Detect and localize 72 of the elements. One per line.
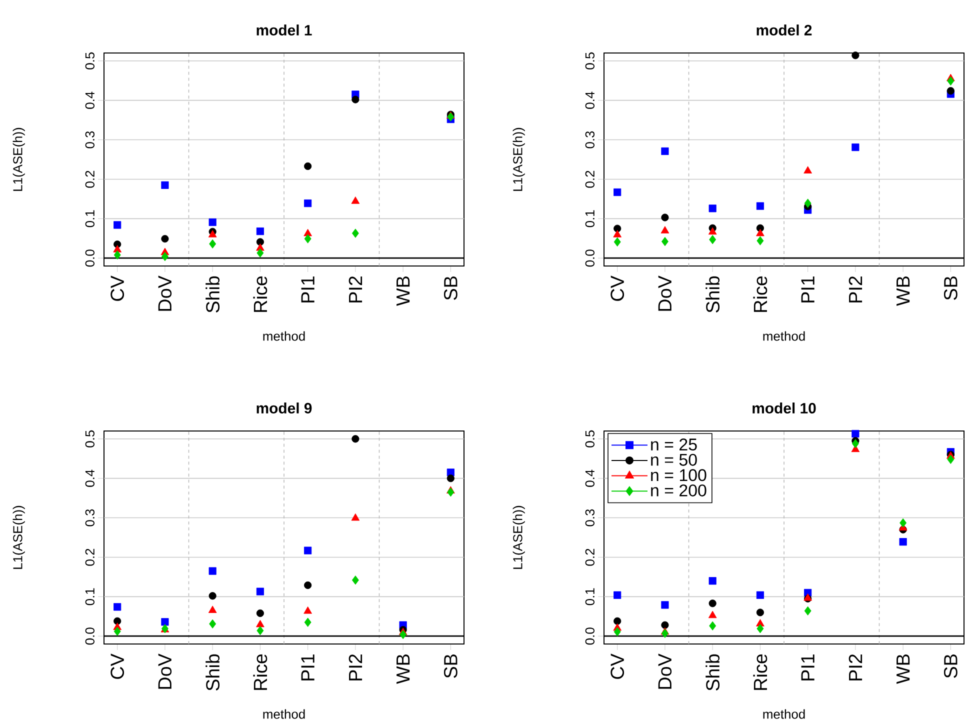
x-tick-label: Shib	[206, 654, 220, 691]
x-tick-label: PI1	[801, 654, 814, 680]
y-tick-label: 0.1	[585, 588, 594, 606]
y-tick-label: 0.5	[585, 52, 594, 70]
x-tick-label: Shib	[706, 276, 720, 313]
y-tick-label: 0.2	[85, 548, 94, 566]
legend-label: n = 200	[651, 484, 706, 496]
x-tick-label: Rice	[753, 276, 768, 312]
x-tick-label: Shib	[706, 654, 720, 691]
x-tick-label: SB	[444, 276, 458, 300]
chart-title: model 9	[256, 402, 312, 414]
y-axis-title: L1(ASE(h))	[12, 128, 25, 191]
y-axis-title: L1(ASE(h))	[512, 506, 525, 569]
y-tick-label: 0.2	[585, 170, 594, 188]
x-tick-label: CV	[110, 654, 124, 679]
x-tick-label: WB	[896, 654, 910, 684]
x-tick-label: PI1	[301, 654, 314, 680]
x-tick-label: WB	[396, 276, 410, 306]
y-axis-title: L1(ASE(h))	[12, 506, 25, 569]
y-tick-label: 0.4	[85, 92, 94, 109]
x-tick-label: PI2	[348, 276, 362, 302]
x-tick-label: DoV	[658, 654, 672, 689]
y-tick-label: 0.4	[585, 470, 594, 487]
x-tick-label: PI2	[848, 654, 862, 680]
x-axis-title: method	[263, 709, 305, 719]
x-tick-label: WB	[896, 276, 910, 306]
y-tick-label: 0.0	[585, 250, 594, 267]
x-tick-label: PI1	[301, 276, 314, 302]
legend-label: n = 50	[651, 454, 697, 466]
x-tick-label: WB	[396, 654, 410, 684]
legend-label: n = 100	[651, 469, 706, 482]
x-tick-label: SB	[444, 654, 458, 678]
y-tick-label: 0.1	[85, 588, 94, 606]
x-tick-label: CV	[610, 654, 624, 679]
x-tick-label: DoV	[158, 654, 172, 689]
y-tick-label: 0.2	[85, 170, 94, 188]
y-tick-label: 0.3	[585, 131, 594, 148]
y-tick-label: 0.4	[85, 470, 94, 487]
x-tick-label: PI2	[848, 276, 862, 302]
y-tick-label: 0.5	[85, 430, 94, 448]
x-tick-label: Shib	[206, 276, 220, 313]
y-tick-label: 0.5	[585, 430, 594, 448]
x-tick-label: Rice	[253, 654, 268, 690]
y-tick-label: 0.3	[85, 131, 94, 148]
x-axis-title: method	[263, 331, 305, 341]
legend-label: n = 25	[651, 438, 697, 451]
y-tick-label: 0.1	[85, 210, 94, 228]
x-tick-label: CV	[110, 276, 124, 301]
x-tick-label: SB	[944, 654, 958, 678]
x-tick-label: Rice	[753, 654, 768, 690]
x-tick-label: DoV	[658, 276, 672, 311]
y-tick-label: 0.0	[585, 628, 594, 645]
y-tick-label: 0.3	[85, 509, 94, 526]
chart-title: model 2	[756, 24, 812, 36]
chart-title: model 10	[752, 402, 816, 414]
x-tick-label: PI1	[801, 276, 814, 302]
y-tick-label: 0.1	[585, 210, 594, 228]
chart-title: model 1	[256, 24, 312, 36]
x-tick-label: SB	[944, 276, 958, 300]
x-axis-title: method	[763, 709, 805, 719]
x-tick-label: PI2	[348, 654, 362, 680]
y-tick-label: 0.0	[85, 250, 94, 267]
x-tick-label: CV	[610, 276, 624, 301]
y-tick-label: 0.2	[585, 548, 594, 566]
y-tick-label: 0.5	[85, 52, 94, 70]
y-axis-title: L1(ASE(h))	[512, 128, 525, 191]
y-tick-label: 0.0	[85, 628, 94, 645]
x-tick-label: DoV	[158, 276, 172, 311]
x-axis-title: method	[763, 331, 805, 341]
y-tick-label: 0.4	[585, 92, 594, 109]
x-tick-label: Rice	[253, 276, 268, 312]
y-tick-label: 0.3	[585, 509, 594, 526]
